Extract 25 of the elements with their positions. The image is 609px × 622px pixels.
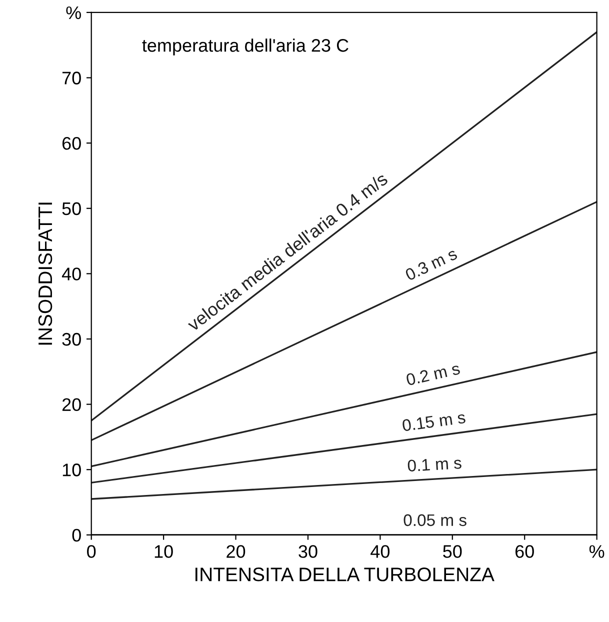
x-axis-title: INTENSITA DELLA TURBOLENZA xyxy=(195,568,494,582)
y-tick-label: 40 xyxy=(62,268,81,280)
series-label: 0.05 m s xyxy=(404,514,466,526)
x-tick-label: 50 xyxy=(443,545,462,558)
y-tick-label: 20 xyxy=(62,398,81,412)
text: 0.2 m s xyxy=(406,362,460,386)
y-tick-label: 0 xyxy=(72,528,81,542)
x-tick-label: 10 xyxy=(154,545,173,558)
x-tick-label: 60 xyxy=(515,545,534,558)
y-axis-title: INSODDISFATTI xyxy=(38,202,52,345)
y-tick-label: 70 xyxy=(62,72,81,84)
x-tick-label: 20 xyxy=(226,545,246,558)
annotation: temperatura dell'aria 23 C xyxy=(142,38,348,56)
y-tick-label: % xyxy=(66,6,81,20)
x-tick-label: 30 xyxy=(298,545,318,558)
x-tick-label: % xyxy=(589,545,604,558)
y-tick-label: 10 xyxy=(62,464,81,476)
y-tick-label: 50 xyxy=(62,202,81,216)
y-tick-label: 60 xyxy=(62,136,81,150)
y-tick-label: 30 xyxy=(62,332,81,346)
text: 0.15 m s xyxy=(402,411,466,432)
text: 0.3 m s xyxy=(404,248,458,281)
x-tick-label: 40 xyxy=(370,545,390,558)
x-tick-label: 0 xyxy=(87,545,96,558)
series-label: 0.1 m s xyxy=(408,456,462,472)
